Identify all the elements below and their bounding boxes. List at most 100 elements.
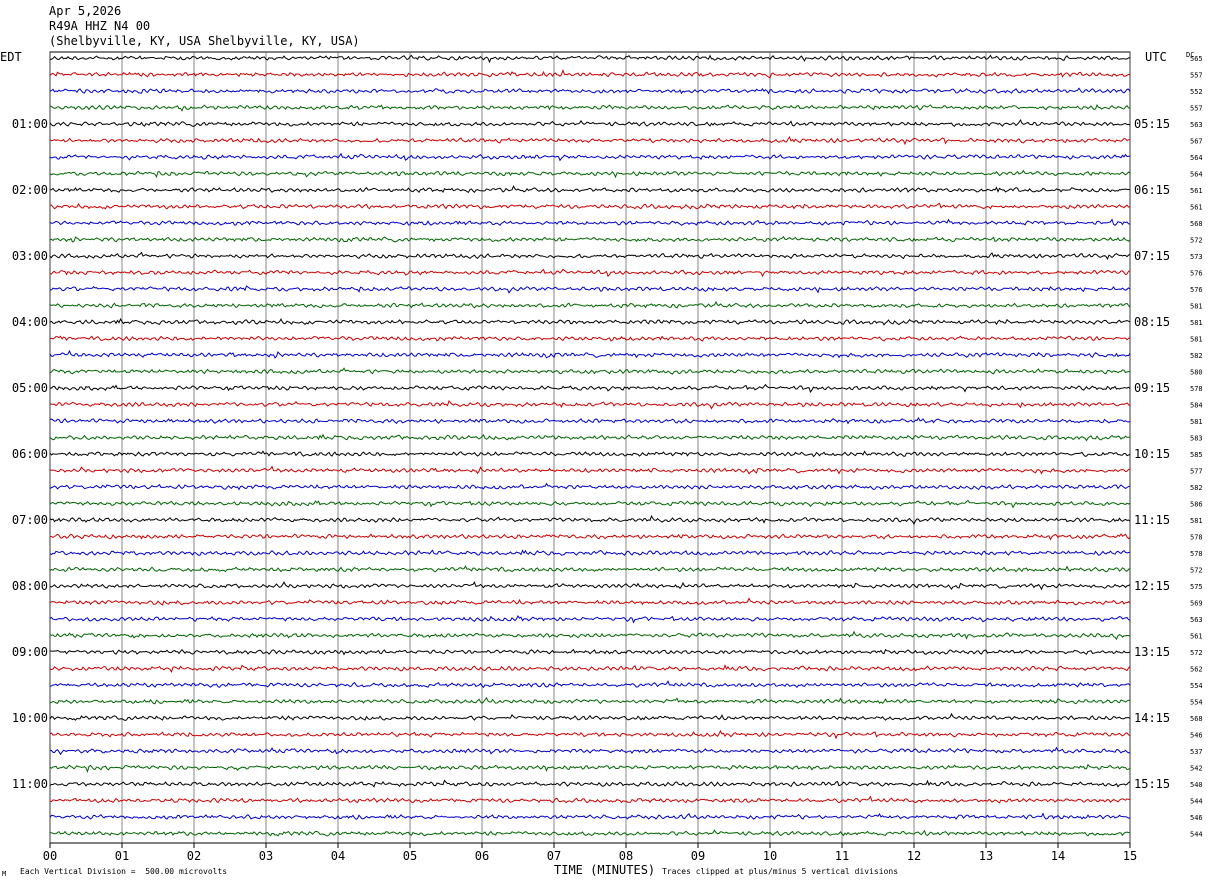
- channel-label: R49A HHZ N4 00: [49, 19, 151, 33]
- x-tick-label: 15: [1123, 849, 1137, 863]
- seismic-trace: [49, 317, 1131, 326]
- x-tick-label: 10: [763, 849, 777, 863]
- dc-offset-label: 564: [1190, 154, 1203, 162]
- x-tick-label: 06: [475, 849, 489, 863]
- right-hour-label: 11:15: [1134, 513, 1170, 527]
- x-tick-label: 00: [43, 849, 57, 863]
- left-hour-label: 07:00: [12, 513, 48, 527]
- seismic-trace: [49, 268, 1131, 278]
- seismic-trace: [49, 763, 1131, 773]
- seismic-trace: [49, 779, 1131, 788]
- dc-offset-label: 554: [1190, 682, 1203, 690]
- dc-offset-label: 561: [1190, 204, 1203, 212]
- left-hour-label: 03:00: [12, 249, 48, 263]
- x-tick-label: 11: [835, 849, 849, 863]
- seismic-trace: [49, 400, 1131, 410]
- location-label: (Shelbyville, KY, USA Shelbyville, KY, U…: [49, 34, 360, 48]
- seismic-trace: [49, 465, 1131, 475]
- seismic-trace: [49, 152, 1131, 162]
- dc-offset-label: 581: [1190, 418, 1203, 426]
- dc-offset-label: 546: [1190, 814, 1203, 822]
- dc-offset-label: 552: [1190, 88, 1203, 96]
- left-hour-label: 11:00: [12, 777, 48, 791]
- seismic-trace: [49, 285, 1131, 294]
- seismic-trace: [49, 135, 1130, 146]
- left-timezone-label: EDT: [0, 50, 22, 64]
- dc-offset-label: 544: [1190, 831, 1203, 839]
- seismic-trace: [49, 87, 1131, 95]
- left-hour-label: 04:00: [12, 315, 48, 329]
- dc-offset-label: 537: [1190, 748, 1203, 756]
- seismic-trace: [49, 812, 1131, 820]
- right-hour-label: 05:15: [1134, 117, 1170, 131]
- seismic-trace: [49, 729, 1131, 740]
- plot-frame: [49, 51, 1131, 844]
- seismic-trace: [49, 696, 1130, 705]
- dc-offset-label: 581: [1190, 319, 1203, 327]
- grid-lines: [49, 51, 1131, 844]
- dc-offset-label: 544: [1190, 798, 1203, 806]
- seismic-trace: [49, 615, 1131, 624]
- right-hour-label: 10:15: [1134, 447, 1170, 461]
- seismic-trace: [49, 349, 1131, 359]
- right-hour-label: 15:15: [1134, 777, 1170, 791]
- dc-offset-label: 568: [1190, 715, 1203, 723]
- dc-offset-label: 578: [1190, 385, 1203, 393]
- dc-offset-label: 584: [1190, 402, 1203, 410]
- seismic-trace: [49, 630, 1131, 641]
- dc-offset-label: 586: [1190, 501, 1203, 509]
- x-axis-title: TIME (MINUTES): [554, 863, 656, 877]
- left-hour-label: 10:00: [12, 711, 48, 725]
- dc-label: DC: [1186, 51, 1194, 59]
- left-hour-label: 06:00: [12, 447, 48, 461]
- x-tick-label: 03: [259, 849, 273, 863]
- seismic-trace: [49, 169, 1131, 179]
- clip-note: Traces clipped at plus/minus 5 vertical …: [662, 867, 899, 876]
- seismic-trace: [49, 549, 1131, 557]
- dc-offset-label: 572: [1190, 567, 1203, 575]
- seismic-trace: [49, 581, 1131, 591]
- dc-offset-label: 561: [1190, 187, 1203, 195]
- dc-offset-label: 561: [1190, 633, 1203, 641]
- dc-offset-label: 583: [1190, 435, 1203, 443]
- seismic-trace: [49, 450, 1131, 458]
- dc-offset-label: 546: [1190, 732, 1203, 740]
- seismic-trace: [49, 417, 1131, 425]
- dc-offset-label: 576: [1190, 286, 1203, 294]
- corner-mark: M: [2, 870, 7, 878]
- dc-offset-label: 578: [1190, 534, 1203, 542]
- seismic-trace: [49, 300, 1131, 309]
- x-tick-label: 08: [619, 849, 633, 863]
- left-hour-label: 08:00: [12, 579, 48, 593]
- right-timezone-label: UTC: [1145, 50, 1167, 64]
- dc-offset-label: 577: [1190, 468, 1203, 476]
- seismic-traces: [49, 54, 1131, 837]
- seismic-trace: [50, 829, 1131, 837]
- dc-offset-label: 581: [1190, 303, 1203, 311]
- dc-offset-label: 572: [1190, 649, 1203, 657]
- dc-offset-label: 581: [1190, 517, 1203, 525]
- x-tick-label: 07: [547, 849, 561, 863]
- dc-offset-label: 582: [1190, 352, 1203, 360]
- seismic-trace: [49, 433, 1131, 442]
- left-hour-label: 02:00: [12, 183, 48, 197]
- dc-offset-label: 578: [1190, 550, 1203, 558]
- seismic-trace: [49, 514, 1131, 526]
- dc-offset-label: 562: [1190, 666, 1203, 674]
- x-tick-label: 12: [907, 849, 921, 863]
- x-tick-label: 05: [403, 849, 417, 863]
- seismic-trace: [49, 335, 1131, 342]
- right-hour-label: 06:15: [1134, 183, 1170, 197]
- x-tick-label: 13: [979, 849, 993, 863]
- seismic-trace: [49, 104, 1131, 112]
- seismic-trace: [49, 680, 1131, 689]
- seismic-trace: [49, 367, 1130, 375]
- seismic-trace: [49, 185, 1131, 194]
- dc-offset-label: 567: [1190, 138, 1203, 146]
- dc-offset-label: 572: [1190, 237, 1203, 245]
- right-hour-label: 14:15: [1134, 711, 1170, 725]
- dc-offset-label: 581: [1190, 336, 1203, 344]
- seismic-trace: [49, 795, 1131, 804]
- seismic-trace: [49, 202, 1131, 210]
